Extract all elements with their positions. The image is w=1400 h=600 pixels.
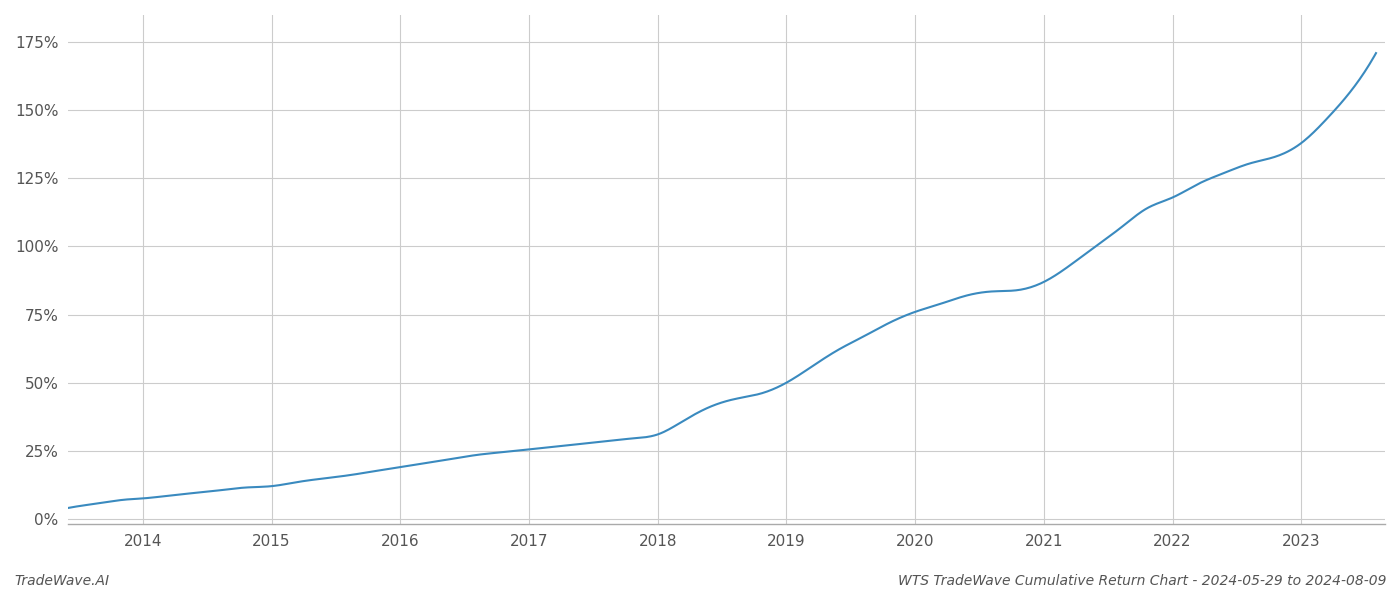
Text: WTS TradeWave Cumulative Return Chart - 2024-05-29 to 2024-08-09: WTS TradeWave Cumulative Return Chart - … — [897, 574, 1386, 588]
Text: TradeWave.AI: TradeWave.AI — [14, 574, 109, 588]
